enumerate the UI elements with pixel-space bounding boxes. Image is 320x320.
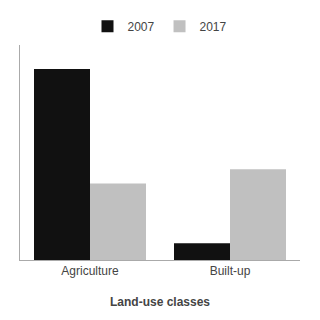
svg-text:2007: 2007: [128, 20, 155, 34]
svg-text:Agriculture: Agriculture: [61, 264, 119, 278]
svg-text:Built-up: Built-up: [210, 264, 251, 278]
svg-text:2017: 2017: [200, 20, 227, 34]
svg-text:Land-use classes: Land-use classes: [110, 295, 210, 309]
